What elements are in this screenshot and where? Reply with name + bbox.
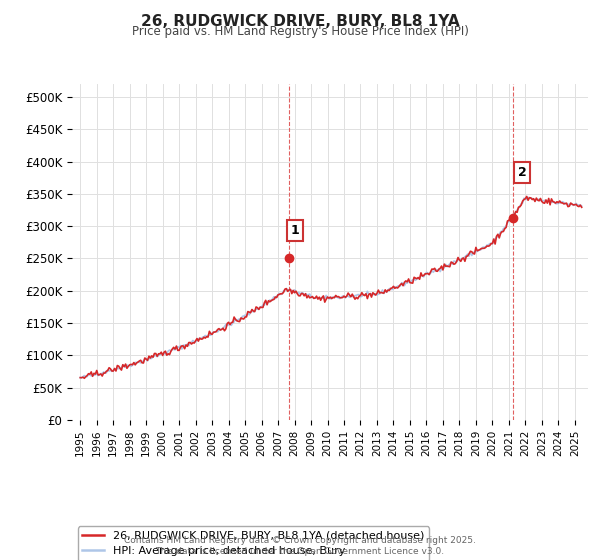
Text: 1: 1 bbox=[291, 224, 299, 237]
Text: Price paid vs. HM Land Registry's House Price Index (HPI): Price paid vs. HM Land Registry's House … bbox=[131, 25, 469, 38]
Text: 2: 2 bbox=[518, 166, 527, 179]
Legend: 26, RUDGWICK DRIVE, BURY, BL8 1YA (detached house), HPI: Average price, detached: 26, RUDGWICK DRIVE, BURY, BL8 1YA (detac… bbox=[77, 526, 429, 560]
Text: 26, RUDGWICK DRIVE, BURY, BL8 1YA: 26, RUDGWICK DRIVE, BURY, BL8 1YA bbox=[140, 14, 460, 29]
Text: Contains HM Land Registry data © Crown copyright and database right 2025.
This d: Contains HM Land Registry data © Crown c… bbox=[124, 536, 476, 556]
